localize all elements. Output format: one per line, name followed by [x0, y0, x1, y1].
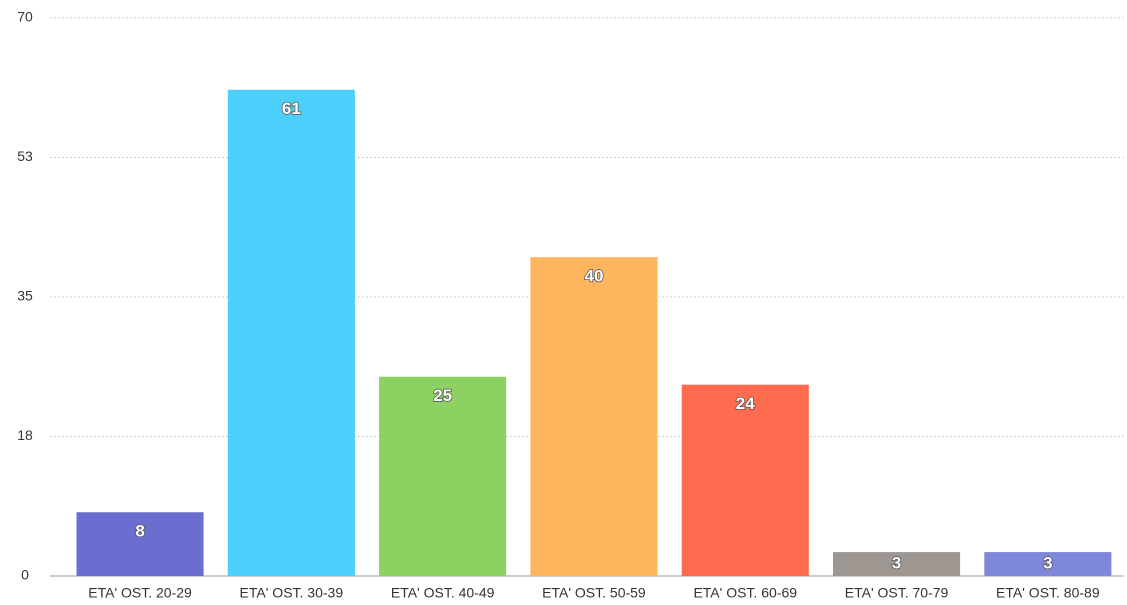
- y-tick-label: 18: [17, 427, 33, 443]
- y-tick-label: 0: [21, 567, 29, 583]
- bar: [530, 257, 658, 576]
- data-label: 24: [736, 394, 755, 413]
- x-tick-label: ETA' OST. 60-69: [693, 585, 797, 601]
- data-label: 8: [135, 522, 144, 541]
- x-tick-label: ETA' OST. 50-59: [542, 585, 646, 601]
- bar: [76, 512, 204, 576]
- y-tick-label: 70: [17, 9, 33, 25]
- data-label: 25: [433, 386, 452, 405]
- x-tick-label: ETA' OST. 40-49: [391, 585, 495, 601]
- y-tick-label: 35: [17, 288, 33, 304]
- bar: [681, 384, 809, 576]
- data-label: 3: [1043, 554, 1052, 573]
- bar: [833, 552, 961, 576]
- bar: [984, 552, 1112, 576]
- x-tick-label: ETA' OST. 30-39: [240, 585, 344, 601]
- x-tick-label: ETA' OST. 70-79: [845, 585, 949, 601]
- data-label: 3: [892, 554, 901, 573]
- x-tick-label: ETA' OST. 80-89: [996, 585, 1100, 601]
- bar: [227, 89, 355, 576]
- x-tick-label: ETA' OST. 20-29: [88, 585, 192, 601]
- y-tick-label: 53: [17, 148, 33, 164]
- data-label: 61: [282, 99, 301, 118]
- data-label: 40: [584, 267, 603, 286]
- bar: [379, 376, 507, 576]
